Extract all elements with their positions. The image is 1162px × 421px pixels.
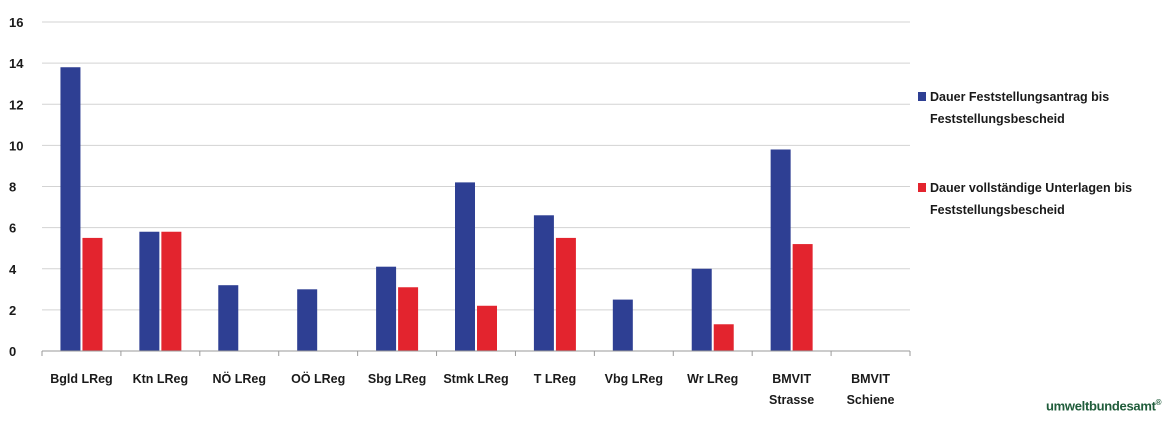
gridlines xyxy=(42,21,910,311)
bar-series-2-cat-2 xyxy=(161,231,182,351)
bar-series-2-cat-7 xyxy=(555,237,576,351)
y-tick-label-2: 2 xyxy=(9,303,16,318)
x-category-label-5: Sbg LReg xyxy=(368,372,426,386)
bar-series-1-cat-1 xyxy=(60,67,81,352)
bar-series-1-cat-6 xyxy=(455,182,475,351)
x-category-label-7: T LReg xyxy=(534,372,576,386)
y-tick-label-8: 8 xyxy=(9,180,16,195)
bar-series-2-cat-10 xyxy=(792,244,813,351)
x-category-label-11-line2: Schiene xyxy=(847,393,895,407)
y-axis-tick-labels: 0 2 4 6 8 10 12 14 16 xyxy=(9,15,24,359)
x-category-label-11-line1: BMVIT xyxy=(851,372,890,386)
bar-series-1-cat-5 xyxy=(376,266,397,351)
x-category-label-6: Stmk LReg xyxy=(443,372,508,386)
bar-series-2-cat-6 xyxy=(477,305,497,351)
legend-item-series-1: Dauer Feststellungsantrag bis Feststellu… xyxy=(918,86,1109,130)
bar-series-2-cat-5 xyxy=(398,287,419,351)
x-axis-category-labels: Bgld LReg Ktn LReg NÖ LReg OÖ LReg Sbg LReg S… xyxy=(50,371,894,407)
brand-mark: ® xyxy=(1155,398,1162,407)
x-category-label-8: Vbg LReg xyxy=(605,372,663,386)
x-category-label-10-line2: Strasse xyxy=(769,393,814,407)
bar-series-1-cat-4 xyxy=(297,289,318,351)
legend-item-series-2: Dauer vollständige Unterlagen bis Festst… xyxy=(918,177,1132,221)
legend-swatch-series-1 xyxy=(918,92,926,101)
bar-series-1-cat-3 xyxy=(218,285,239,351)
x-category-label-10-line1: BMVIT xyxy=(772,372,811,386)
bars xyxy=(60,67,813,352)
y-tick-label-12: 12 xyxy=(9,97,23,112)
umweltbundesamt-logo: umweltbundesamt® xyxy=(1046,398,1162,414)
y-tick-label-4: 4 xyxy=(9,262,17,277)
brand-text: umweltbundesamt xyxy=(1046,398,1156,414)
legend-label-series-2-line1: Dauer vollständige Unterlagen bis xyxy=(930,181,1133,195)
bar-series-1-cat-8 xyxy=(612,299,633,351)
legend-swatch-series-2 xyxy=(918,183,926,192)
legend-label-series-2-line2: Feststellungsbescheid xyxy=(930,203,1065,217)
y-tick-label-0: 0 xyxy=(9,344,16,359)
x-category-label-4: OÖ LReg xyxy=(291,371,345,386)
bar-series-1-cat-2 xyxy=(139,231,160,351)
bar-series-1-cat-9 xyxy=(691,268,712,351)
x-category-label-2: Ktn LReg xyxy=(133,372,189,386)
legend-label-series-1-line2: Feststellungsbescheid xyxy=(930,112,1065,126)
bar-series-1-cat-7 xyxy=(533,215,554,351)
bar-series-1-cat-10 xyxy=(770,149,791,351)
y-tick-label-16: 16 xyxy=(9,15,23,30)
y-tick-label-14: 14 xyxy=(9,56,24,71)
x-category-label-3: NÖ LReg xyxy=(213,371,266,386)
x-category-label-9: Wr LReg xyxy=(687,372,738,386)
y-tick-label-6: 6 xyxy=(9,221,16,236)
bar-series-2-cat-9 xyxy=(713,324,734,351)
legend-label-series-1-line1: Dauer Feststellungsantrag bis xyxy=(930,90,1110,104)
y-tick-label-10: 10 xyxy=(9,138,23,153)
x-category-label-1: Bgld LReg xyxy=(50,372,113,386)
x-axis xyxy=(41,350,911,356)
bar-series-2-cat-1 xyxy=(82,237,103,351)
